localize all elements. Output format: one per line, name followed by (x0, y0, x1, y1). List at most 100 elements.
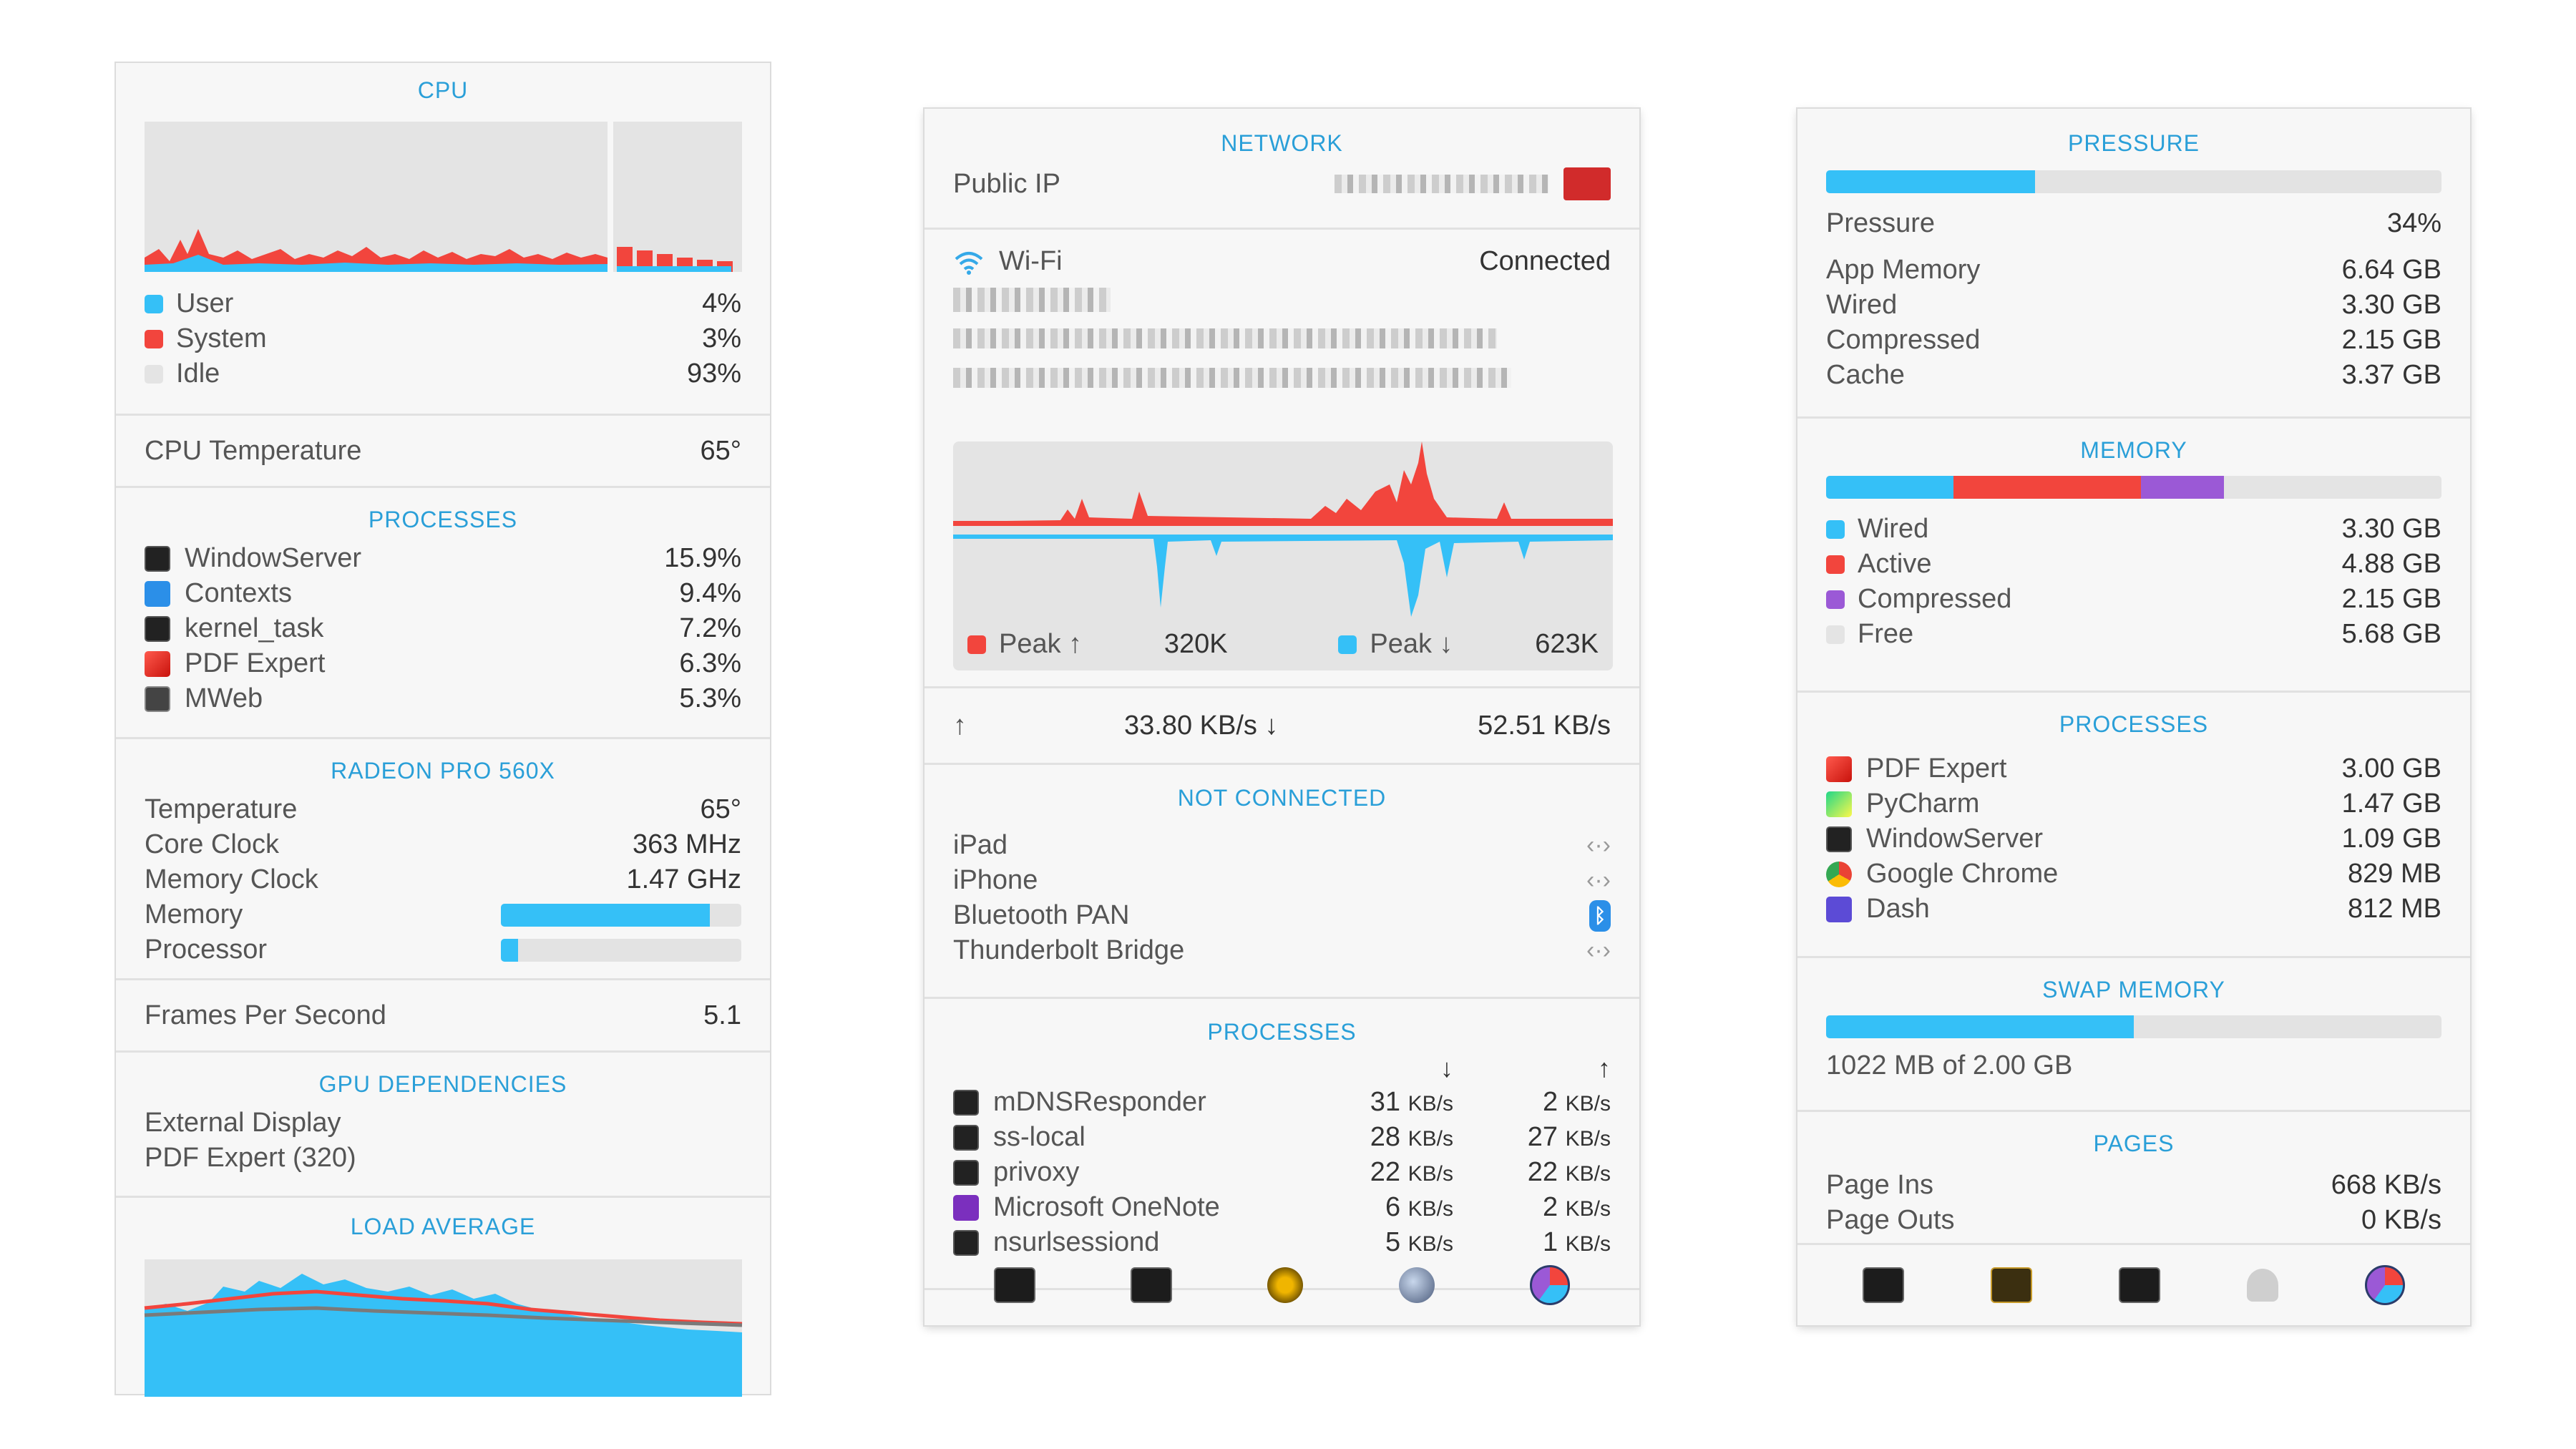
legend-value: 3.30 GB (2341, 514, 2441, 544)
pages-row: Page Ins 668 KB/s (1797, 1168, 2470, 1203)
interface-row[interactable]: Bluetooth PAN ᛒ (924, 898, 1639, 933)
process-name: MWeb (185, 683, 263, 713)
cpu-temperature-section: CPU Temperature 65° (116, 416, 770, 488)
terminal-icon[interactable] (2118, 1267, 2160, 1303)
cpu-temperature-value: 65° (700, 435, 741, 466)
free-swatch (1826, 625, 1845, 644)
pages-label: Page Outs (1826, 1205, 1955, 1235)
pages-value: 668 KB/s (2331, 1170, 2441, 1200)
memory-legend-wired: Wired 3.30 GB (1797, 512, 2470, 547)
process-value: 1.09 GB (2341, 824, 2441, 854)
interface-row[interactable]: iPhone ‹·› (924, 863, 1639, 898)
process-value: 1.47 GB (2341, 789, 2441, 819)
network-process-row[interactable]: nsurlsessiond 5 KB/s 1 KB/s (924, 1225, 1639, 1260)
network-graph-box: Peak ↑ 320K Peak ↓ 623K (953, 441, 1613, 670)
process-row[interactable]: PyCharm 1.47 GB (1797, 786, 2470, 821)
ethernet-arrows-icon: ‹·› (1586, 937, 1611, 964)
process-name: Dash (1866, 894, 1930, 924)
interface-row[interactable]: Thunderbolt Bridge ‹·› (924, 933, 1639, 968)
cpu-history-graph (145, 122, 742, 272)
network-header-section: NETWORK Public IP (924, 109, 1639, 230)
process-row[interactable]: Contexts 9.4% (116, 576, 770, 611)
process-name: kernel_task (185, 613, 324, 643)
process-row[interactable]: PDF Expert 3.00 GB (1797, 751, 2470, 786)
network-title: NETWORK (1221, 130, 1343, 156)
process-row[interactable]: MWeb 5.3% (116, 681, 770, 716)
memory-processes-title: PROCESSES (2059, 711, 2209, 737)
wifi-icon (955, 251, 983, 275)
interface-name: iPhone (953, 865, 1038, 895)
gpu-memory-row: Memory (116, 897, 770, 932)
contexts-app-icon (145, 580, 170, 607)
istat-icon[interactable] (1530, 1265, 1571, 1305)
legend-label: User (176, 288, 234, 318)
process-row[interactable]: Google Chrome 829 MB (1797, 857, 2470, 892)
memory-section: MEMORY Wired 3.30 GB Active 4.88 GB Compre… (1797, 419, 2470, 693)
terminal-icon (953, 1089, 979, 1116)
process-row[interactable]: kernel_task 7.2% (116, 611, 770, 646)
gpu-processor-row: Processor (116, 932, 770, 967)
process-value: 3.00 GB (2341, 753, 2441, 784)
cpu-processes-section: PROCESSES WindowServer 15.9% Contexts 9.4%… (116, 488, 770, 739)
idle-swatch (145, 364, 163, 384)
gpu-title: RADEON PRO 560X (331, 758, 555, 784)
pages-label: Page Ins (1826, 1170, 1933, 1200)
cleaner-icon[interactable] (2247, 1269, 2279, 1302)
network-panel: NETWORK Public IP Wi-Fi Connected (924, 109, 1639, 1325)
gpu-dependency[interactable]: External Display (116, 1106, 770, 1141)
interface-row[interactable]: iPad ‹·› (924, 828, 1639, 863)
memory-segment-compressed (2141, 476, 2224, 499)
stat-value: 3.37 GB (2341, 360, 2441, 390)
peak-up-label: Peak ↑ (999, 629, 1083, 659)
process-value: 6.3% (679, 648, 741, 678)
console-icon[interactable] (1990, 1267, 2032, 1303)
legend-value: 2.15 GB (2341, 584, 2441, 614)
cpu-panel: CPU User 4% System 3% Idle (116, 63, 770, 1397)
stat-value: 3.30 GB (2341, 290, 2441, 320)
process-row[interactable]: PDF Expert 6.3% (116, 646, 770, 681)
fps-row: Frames Per Second 5.1 (116, 998, 770, 1033)
process-row[interactable]: WindowServer 1.09 GB (1797, 821, 2470, 857)
blurred-ip (1335, 175, 1549, 193)
process-name: WindowServer (185, 543, 362, 573)
network-process-row[interactable]: privoxy 22 KB/s 22 KB/s (924, 1155, 1639, 1190)
gpu-dependency-label: External Display (145, 1108, 341, 1138)
not-connected-section: NOT CONNECTED iPad ‹·› iPhone ‹·› Bluetoot… (924, 765, 1639, 999)
terminal-icon[interactable] (1131, 1267, 1173, 1303)
cpu-title: CPU (417, 77, 469, 103)
pressure-value: 34% (2386, 208, 2441, 238)
legend-label: Free (1858, 619, 1914, 649)
globe-icon[interactable] (1398, 1267, 1435, 1303)
wifi-section: Wi-Fi Connected Peak ↑ 320K Peak ↓ 623K (924, 244, 1639, 688)
network-process-row[interactable]: Microsoft OneNote 6 KB/s 2 KB/s (924, 1190, 1639, 1225)
process-value: 15.9% (664, 543, 741, 573)
process-name: ss-local (993, 1122, 1085, 1152)
istat-icon[interactable] (2365, 1265, 2406, 1305)
process-name: Google Chrome (1866, 859, 2059, 889)
gpu-processor-bar (501, 938, 741, 962)
activity-monitor-icon[interactable] (993, 1267, 1035, 1303)
mweb-icon (145, 686, 170, 712)
activity-monitor-icon[interactable] (1862, 1267, 1904, 1303)
pages-row: Page Outs 0 KB/s (1797, 1203, 2470, 1238)
gpu-dependency[interactable]: PDF Expert (320) (116, 1141, 770, 1176)
process-row[interactable]: WindowServer 15.9% (116, 541, 770, 576)
stat-value: 2.15 GB (2341, 325, 2441, 355)
gpu-row: Memory Clock 1.47 GHz (116, 862, 770, 897)
stat-label: App Memory (1826, 255, 1981, 285)
process-name: nsurlsessiond (993, 1227, 1160, 1257)
gpu-label: Core Clock (145, 829, 279, 859)
gpu-label: Memory Clock (145, 864, 318, 894)
stat-label: Cache (1826, 360, 1905, 390)
memory-stat-row: App Memory 6.64 GB (1797, 253, 2470, 288)
load-average-graph (144, 1259, 743, 1397)
network-process-list: mDNSResponder 31 KB/s 2 KB/s ss-local 28 KB/… (924, 1085, 1639, 1260)
memory-segment-free (2223, 476, 2441, 499)
process-row[interactable]: Dash 812 MB (1797, 892, 2470, 927)
network-process-row[interactable]: mDNSResponder 31 KB/s 2 KB/s (924, 1085, 1639, 1120)
network-process-row[interactable]: ss-local 28 KB/s 27 KB/s (924, 1120, 1639, 1155)
upload-rate-cell: 22 KB/s (1527, 1157, 1611, 1187)
wifi-row[interactable]: Wi-Fi Connected (924, 244, 1639, 279)
network-utility-icon[interactable] (1267, 1267, 1304, 1303)
gpu-section: RADEON PRO 560X Temperature 65° Core Cloc… (116, 739, 770, 980)
